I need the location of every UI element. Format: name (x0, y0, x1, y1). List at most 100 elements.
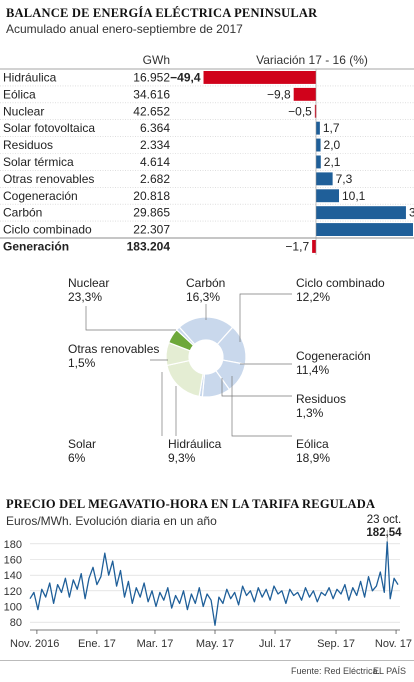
variation-label: −0,5 (288, 104, 312, 118)
x-tick-label: Sep. 17 (317, 638, 355, 650)
variation-bar (316, 206, 406, 220)
row-name: Carbón (3, 206, 42, 220)
row-name: Hidráulica (3, 71, 57, 85)
pie-label-ciclo-value: 12,2% (296, 290, 331, 304)
pie-label-cogeneracion-value: 11,4% (296, 363, 330, 377)
x-tick-label: Nov. 2016 (10, 638, 59, 650)
pie-label-ciclo: Ciclo combinado 12,2% (296, 276, 385, 304)
leader-line (231, 376, 292, 437)
row-name: Residuos (3, 138, 53, 152)
pie-label-solar-name: Solar (68, 437, 97, 451)
pie-label-hidraulica: Hidráulica 9,3% (168, 437, 221, 465)
section1-subtitle: Acumulado anual enero-septiembre de 2017 (6, 22, 243, 36)
variation-label: 7,3 (336, 172, 353, 186)
pie-label-solar: Solar 6% (68, 437, 96, 465)
y-tick-label: 140 (4, 570, 22, 582)
row-name: Generación (3, 240, 69, 254)
leader-line (221, 378, 292, 397)
row-gwh: 22.307 (133, 223, 170, 237)
x-tick-label: Nov. 17 (375, 638, 412, 650)
variation-label: 39,5 (409, 206, 414, 220)
row-name: Eólica (3, 87, 36, 101)
pie-label-carbon: Carbón 16,3% (186, 276, 225, 304)
pie-label-solar-value: 6% (68, 451, 86, 465)
energy-balance-table: GWh Variación 17 - 16 (%) Hidráulica 16.952… (0, 53, 414, 255)
row-gwh: 20.818 (133, 189, 170, 203)
variation-bar (316, 121, 320, 135)
x-tick-label: Mar. 17 (137, 638, 174, 650)
pie-label-carbon-value: 16,3% (186, 290, 221, 304)
row-name: Otras renovables (3, 172, 94, 186)
pie-label-residuos-value: 1,3% (296, 406, 324, 420)
row-gwh: 16.952 (133, 71, 170, 85)
annotation-date: 23 oct. (366, 514, 402, 526)
variation-label: 2,0 (324, 138, 341, 152)
pie-label-otras: Otras renovables 1,5% (68, 342, 163, 370)
pie-label-eolica-value: 18,9% (296, 451, 331, 465)
donut-slice-otras-renovables (175, 326, 196, 347)
variation-label: −9,8 (267, 87, 291, 101)
pie-label-hidraulica-name: Hidráulica (168, 437, 222, 451)
variation-bar (312, 240, 316, 253)
y-tick-label: 80 (10, 617, 22, 629)
row-name: Nuclear (3, 104, 44, 118)
pie-label-cogeneracion-name: Cogeneración (296, 349, 371, 363)
variation-label: 2,1 (324, 155, 341, 169)
section2-subtitle: Euros/MWh. Evolución diaria en un año (6, 514, 217, 528)
section2-title: PRECIO DEL MEGAVATIO-HORA EN LA TARIFA R… (6, 497, 376, 511)
variation-bar (316, 223, 413, 236)
y-tick-label: 180 (4, 539, 22, 551)
variation-label: −49,4 (170, 71, 201, 85)
leader-line (239, 293, 292, 342)
y-tick-label: 160 (4, 555, 22, 567)
row-gwh: 42.652 (133, 104, 170, 118)
row-gwh: 183.204 (127, 240, 171, 254)
variation-label: −1,7 (285, 240, 309, 254)
footer-divider (0, 660, 414, 661)
footer-source: Fuente: Red Eléctrica. (291, 666, 381, 676)
variation-bar (314, 104, 317, 118)
donut-slice-e-lica (166, 359, 204, 398)
pie-label-hidraulica-value: 9,3% (168, 451, 196, 465)
leader-line (85, 306, 176, 331)
row-name: Cogeneración (3, 189, 78, 203)
row-name: Solar térmica (3, 155, 74, 169)
pie-label-nuclear-name: Nuclear (68, 276, 110, 290)
pie-label-eolica-name: Eólica (296, 437, 329, 451)
variation-label: 1,7 (323, 121, 340, 135)
variation-bar (316, 172, 333, 186)
variation-bar (316, 155, 321, 169)
variation-bar (316, 189, 339, 203)
y-tick-label: 120 (4, 586, 22, 598)
variation-bar (293, 87, 316, 101)
price-line-chart: 180 160 140 120 100 80 Nov. 2016 Ene. 17 Mar. 17… (4, 530, 412, 650)
annotation-value: 182,54 (366, 527, 402, 539)
generation-share-donut (85, 293, 292, 437)
pie-label-residuos: Residuos 1,3% (296, 392, 346, 420)
pie-label-residuos-name: Residuos (296, 392, 347, 406)
y-tick-label: 100 (4, 602, 22, 614)
row-name: Solar fotovoltaica (3, 121, 95, 135)
pie-label-otras-name: Otras renovables (68, 342, 160, 356)
col-header-gwh: GWh (143, 53, 170, 67)
x-tick-label: May. 17 (196, 638, 234, 650)
row-gwh: 4.614 (140, 155, 170, 169)
row-name: Ciclo combinado (3, 223, 92, 237)
pie-label-otras-value: 1,5% (68, 356, 96, 370)
row-gwh: 6.364 (140, 121, 170, 135)
variation-label: 10,1 (342, 189, 366, 203)
pie-label-carbon-name: Carbón (186, 276, 226, 290)
pie-label-cogeneracion: Cogeneración 11,4% (296, 349, 371, 377)
pie-label-ciclo-name: Ciclo combinado (296, 276, 385, 290)
row-gwh: 34.616 (133, 87, 170, 101)
x-tick-label: Jul. 17 (259, 638, 291, 650)
row-gwh: 2.334 (140, 138, 170, 152)
x-tick-label: Ene. 17 (78, 638, 116, 650)
footer-brand: EL PAÍS (373, 666, 407, 676)
col-header-variation: Variación 17 - 16 (%) (256, 53, 368, 67)
variation-bar (203, 71, 316, 84)
pie-label-nuclear-value: 23,3% (68, 290, 103, 304)
pie-label-eolica: Eólica 18,9% (296, 437, 330, 465)
price-series-line (29, 541, 399, 626)
row-gwh: 29.865 (133, 206, 170, 220)
